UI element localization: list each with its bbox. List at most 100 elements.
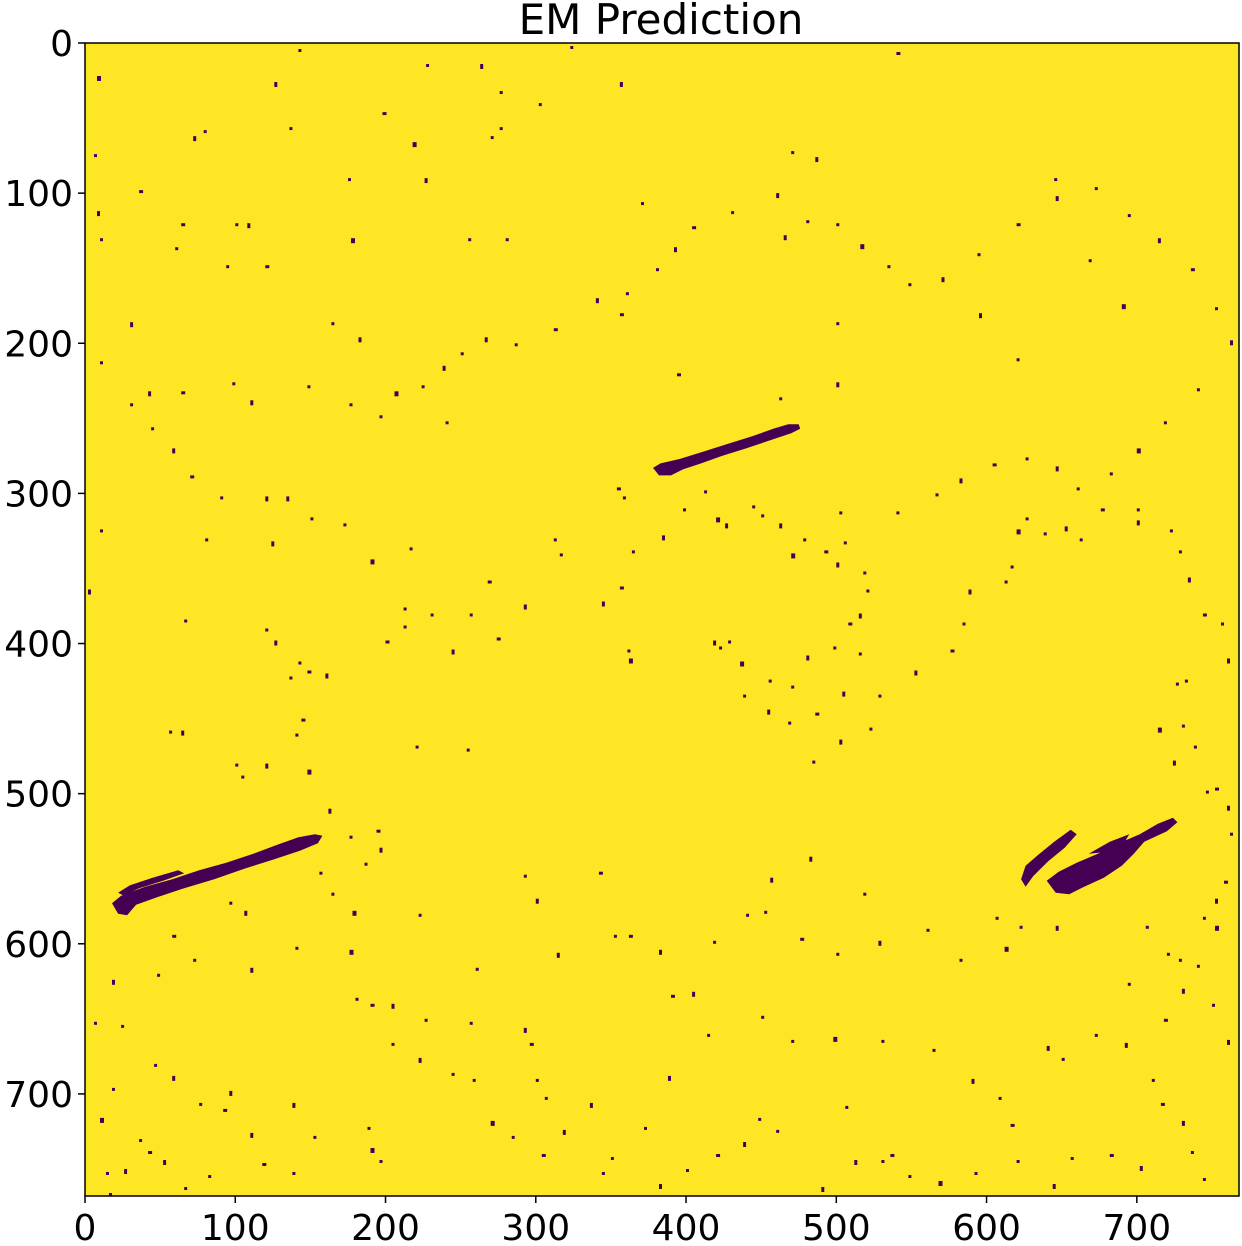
noise-speck — [743, 1142, 747, 1147]
noise-speck — [229, 1090, 233, 1096]
noise-speck — [460, 352, 464, 356]
noise-speck — [1127, 214, 1131, 218]
noise-speck — [1052, 1184, 1056, 1189]
noise-speck — [761, 514, 765, 518]
noise-speck — [968, 589, 972, 595]
noise-speck — [148, 1151, 153, 1154]
noise-speck — [878, 940, 882, 946]
noise-speck — [1088, 259, 1092, 263]
noise-speck — [418, 1057, 422, 1063]
noise-speck — [1139, 1166, 1143, 1171]
noise-speck — [394, 391, 399, 397]
noise-speck — [307, 769, 312, 775]
noise-speck — [130, 322, 134, 328]
noise-speck — [1076, 487, 1080, 491]
noise-speck — [412, 142, 417, 148]
noise-speck — [1184, 679, 1188, 683]
noise-speck — [878, 694, 882, 698]
noise-speck — [1019, 925, 1023, 929]
noise-speck — [1181, 988, 1185, 994]
noise-speck — [1055, 466, 1059, 472]
noise-speck — [843, 541, 847, 545]
noise-speck — [686, 1169, 689, 1172]
x-axis: 0 100 200 300 400 500 600 700 — [74, 1196, 1171, 1246]
noise-speck — [553, 538, 557, 542]
noise-speck — [265, 763, 269, 769]
segmented-objects — [112, 424, 1178, 916]
noise-speck — [468, 238, 472, 242]
noise-speck — [631, 550, 635, 554]
noise-speck — [331, 892, 335, 896]
noise-speck — [1178, 550, 1182, 554]
x-tick-label: 500 — [802, 1208, 871, 1246]
noise-speck — [1202, 916, 1206, 920]
noise-speck — [124, 1169, 128, 1174]
noise-speck — [1136, 520, 1140, 526]
x-tick-label: 0 — [74, 1208, 97, 1246]
noise-speck — [869, 727, 873, 731]
x-tick-label: 200 — [351, 1208, 420, 1246]
noise-speck — [589, 1102, 593, 1108]
noise-speck — [223, 1108, 228, 1112]
noise-speck — [148, 391, 152, 397]
noise-speck — [668, 1075, 671, 1081]
noise-speck — [1145, 925, 1149, 929]
noise-speck — [704, 490, 708, 494]
noise-speck — [351, 238, 355, 244]
noise-speck — [203, 130, 207, 134]
noise-speck — [950, 649, 955, 653]
noise-speck — [770, 877, 774, 883]
noise-speck — [662, 535, 665, 541]
noise-speck — [1055, 925, 1059, 931]
noise-speck — [971, 1078, 975, 1084]
noise-speck — [370, 1003, 375, 1007]
noise-speck — [821, 1187, 825, 1192]
noise-speck — [1202, 613, 1207, 617]
noise-speck — [610, 1157, 614, 1160]
vessel-bottom-right-wake — [1021, 829, 1077, 887]
noise-speck — [496, 637, 501, 641]
noise-speck — [100, 238, 103, 242]
noise-speck — [1043, 532, 1047, 536]
noise-speck — [199, 1102, 203, 1106]
noise-speck — [376, 829, 381, 833]
noise-speck — [1025, 457, 1029, 461]
noise-speck — [352, 910, 357, 916]
noise-speck — [151, 427, 155, 431]
noise-speck — [100, 529, 103, 533]
noise-speck — [289, 676, 293, 680]
noise-speck — [271, 541, 275, 547]
noise-speck — [962, 622, 966, 626]
noise-speck — [469, 613, 473, 617]
noise-speck — [391, 1003, 395, 1009]
noise-speck — [130, 403, 134, 407]
y-tick-label: 400 — [4, 625, 73, 666]
noise-speck — [172, 934, 177, 938]
noise-speck — [94, 1021, 97, 1025]
noise-speck — [472, 1078, 476, 1082]
noise-speck — [490, 136, 494, 140]
noise-speck — [845, 1105, 849, 1109]
noise-speck — [181, 223, 186, 227]
noise-speck — [692, 991, 696, 997]
noise-speck — [1215, 787, 1219, 791]
noise-speck — [1054, 178, 1058, 182]
noise-speck — [391, 1042, 395, 1046]
noise-speck — [833, 646, 837, 650]
noise-speck — [1175, 682, 1179, 686]
noise-speck — [445, 421, 449, 425]
noise-speck — [310, 517, 314, 521]
noise-speck — [1230, 832, 1233, 836]
noise-speck — [205, 538, 209, 542]
noise-speck — [307, 670, 312, 674]
noise-speck — [298, 49, 302, 52]
noise-speck — [836, 382, 840, 388]
noise-speck — [1070, 1157, 1074, 1160]
noise-speck — [295, 946, 299, 950]
noise-speck — [677, 373, 681, 377]
noise-speck — [858, 652, 862, 656]
noise-speck — [97, 211, 100, 217]
noise-speck — [622, 496, 626, 500]
noise-speck — [1010, 1123, 1015, 1127]
